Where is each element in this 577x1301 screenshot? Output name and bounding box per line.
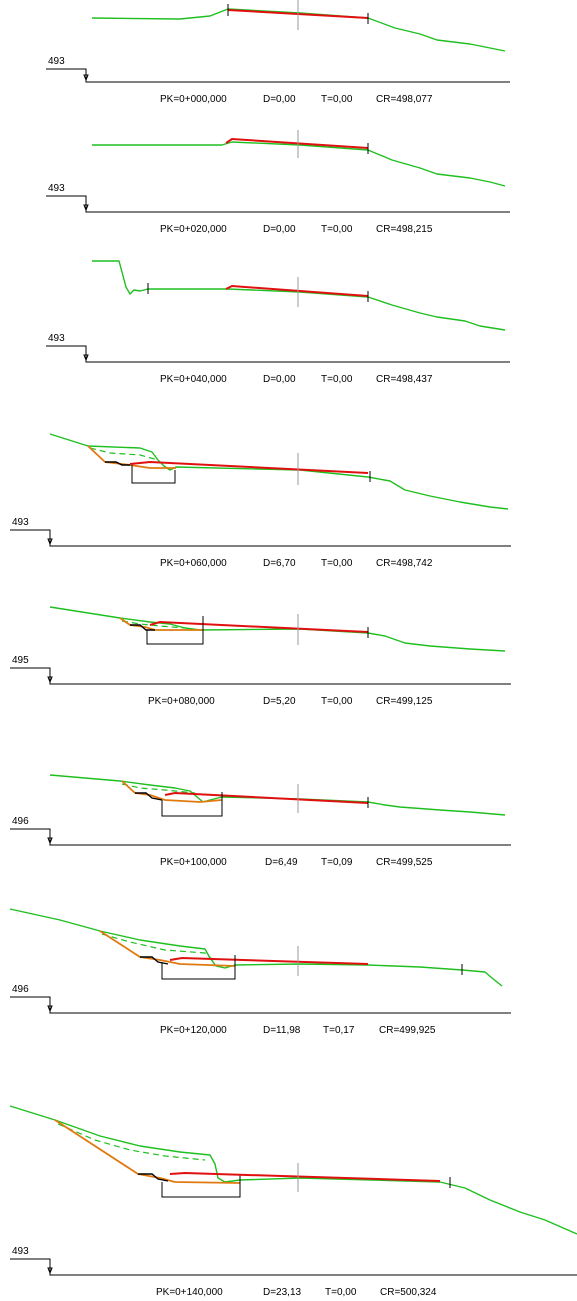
datum-label: 493 [12, 517, 29, 528]
pk-label: PK=0+080,000 [148, 696, 215, 707]
datum-marker [83, 354, 89, 362]
d-label: D=6,70 [263, 558, 296, 569]
existing-ground-dashed [101, 933, 216, 963]
road-platform [169, 1171, 441, 1182]
t-label: T=0,09 [321, 857, 353, 868]
terrain-profile [9, 1105, 577, 1235]
datum-line [46, 195, 510, 213]
fill-slope [99, 930, 236, 967]
road-platform [225, 137, 369, 149]
terrain-profile [49, 433, 509, 510]
cross-section-4: 493 PK=0+060,000 D=6,70 T=0,00 CR=498,74… [10, 433, 511, 569]
datum-marker [47, 1267, 53, 1275]
drainage-box [146, 621, 204, 645]
pk-label: PK=0+140,000 [156, 1287, 223, 1298]
datum-line [10, 667, 511, 685]
t-label: T=0,17 [323, 1025, 355, 1036]
cross-section-5: 495 PK=0+080,000 D=5,20 T=0,00 CR=499,12… [10, 606, 511, 707]
datum-line [46, 345, 510, 363]
ditch [140, 956, 169, 965]
pk-label: PK=0+020,000 [160, 224, 227, 235]
d-label: D=23,13 [263, 1287, 302, 1298]
drainage-box [161, 799, 223, 817]
d-label: D=0,00 [263, 94, 296, 105]
existing-ground-dashed [57, 1123, 206, 1161]
cr-label: CR=499,125 [376, 696, 433, 707]
cross-section-2: 493 PK=0+020,000 D=0,00 T=0,00 CR=498,21… [46, 130, 510, 235]
terrain-profile [92, 260, 506, 331]
existing-ground-dashed [121, 783, 196, 794]
t-label: T=0,00 [325, 1287, 357, 1298]
datum-label: 493 [12, 1246, 29, 1257]
datum-marker [47, 676, 53, 684]
cross-section-1: 493 PK=0+000,000 D=0,00 T=0,00 CR=498,07… [46, 0, 510, 105]
cr-label: CR=498,077 [376, 94, 433, 105]
datum-line [10, 1258, 577, 1276]
terrain-profile [49, 774, 506, 816]
t-label: T=0,00 [321, 558, 353, 569]
drainage-box [161, 1175, 241, 1198]
datum-marker [47, 837, 53, 845]
ditch [130, 624, 155, 631]
road-platform [169, 956, 369, 965]
fill-slope [121, 780, 223, 803]
cross-section-6: 496 PK=0+100,000 D=6,49 T=0,09 CR=499,52… [10, 774, 511, 868]
t-label: T=0,00 [321, 224, 353, 235]
cr-label: CR=498,742 [376, 558, 433, 569]
d-label: D=6,49 [265, 857, 298, 868]
existing-ground-dashed [121, 620, 186, 629]
terrain-profile [92, 141, 506, 187]
datum-marker [83, 204, 89, 212]
pk-label: PK=0+100,000 [160, 857, 227, 868]
datum-label: 493 [48, 333, 65, 344]
t-label: T=0,00 [321, 94, 353, 105]
terrain-profile [91, 8, 506, 52]
datum-marker [47, 1005, 53, 1013]
datum-label: 495 [12, 655, 29, 666]
cr-label: CR=499,525 [376, 857, 433, 868]
pk-label: PK=0+120,000 [160, 1025, 227, 1036]
cross-section-8: 493 PK=0+140,000 D=23,13 T=0,00 CR=500,3… [9, 1105, 577, 1298]
drainage-box [131, 465, 176, 484]
t-label: T=0,00 [321, 696, 353, 707]
d-label: D=0,00 [263, 374, 296, 385]
datum-marker [47, 538, 53, 546]
fill-slope [119, 617, 203, 631]
datum-line [10, 996, 511, 1014]
terrain-profile [9, 908, 503, 987]
datum-label: 496 [12, 816, 29, 827]
pk-label: PK=0+060,000 [160, 558, 227, 569]
road-platform [225, 284, 369, 297]
ditch [135, 792, 163, 801]
datum-line [10, 529, 511, 547]
existing-ground-dashed [89, 447, 159, 461]
datum-label: 493 [48, 183, 65, 194]
cr-label: CR=498,215 [376, 224, 433, 235]
drainage-box [161, 963, 236, 980]
datum-marker [83, 74, 89, 82]
cr-label: CR=500,324 [380, 1287, 437, 1298]
d-label: D=0,00 [263, 224, 296, 235]
datum-label: 493 [48, 56, 65, 67]
road-platform [129, 460, 369, 474]
d-label: D=5,20 [263, 696, 296, 707]
datum-line [46, 68, 510, 83]
t-label: T=0,00 [321, 374, 353, 385]
d-label: D=11,98 [263, 1025, 301, 1036]
terrain-profile [49, 606, 506, 652]
cross-section-7: 496 PK=0+120,000 D=11,98 T=0,17 CR=499,9… [9, 908, 511, 1036]
pk-label: PK=0+040,000 [160, 374, 227, 385]
ditch [138, 1173, 169, 1182]
cr-label: CR=498,437 [376, 374, 433, 385]
road-platform [164, 791, 369, 804]
pk-label: PK=0+000,000 [160, 94, 227, 105]
road-platform [149, 620, 369, 633]
datum-label: 496 [12, 984, 29, 995]
cr-label: CR=499,925 [379, 1025, 436, 1036]
fill-slope [54, 1119, 241, 1184]
ditch [105, 461, 130, 466]
cross-section-3: 493 PK=0+040,000 D=0,00 T=0,00 CR=498,43… [46, 260, 510, 385]
datum-line [10, 828, 511, 846]
